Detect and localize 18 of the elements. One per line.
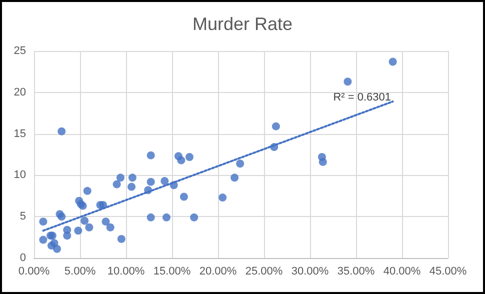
x-tick-label: 45.00% [429,266,467,278]
x-tick-label: 0.00% [18,266,50,278]
y-tick-label: 0 [20,252,26,264]
chart-title: Murder Rate [192,14,293,34]
x-tick-label: 25.00% [245,266,283,278]
x-tick-label: 10.00% [107,266,145,278]
x-tick-label: 5.00% [64,266,96,278]
annotation: R² = 0.6301 [333,92,392,104]
y-tick-label: 10 [14,169,26,182]
x-tick-label: 35.00% [337,266,375,278]
y-tick-label: 20 [14,86,26,98]
x-tick-label: 20.00% [199,266,237,278]
x-tick-label: 15.00% [153,266,191,278]
y-tick-label: 25 [14,45,26,57]
y-tick-label: 5 [20,210,26,223]
x-tick-label: 30.00% [291,266,329,278]
y-tick-label: 15 [14,128,26,140]
x-tick-label: 40.00% [383,266,421,278]
